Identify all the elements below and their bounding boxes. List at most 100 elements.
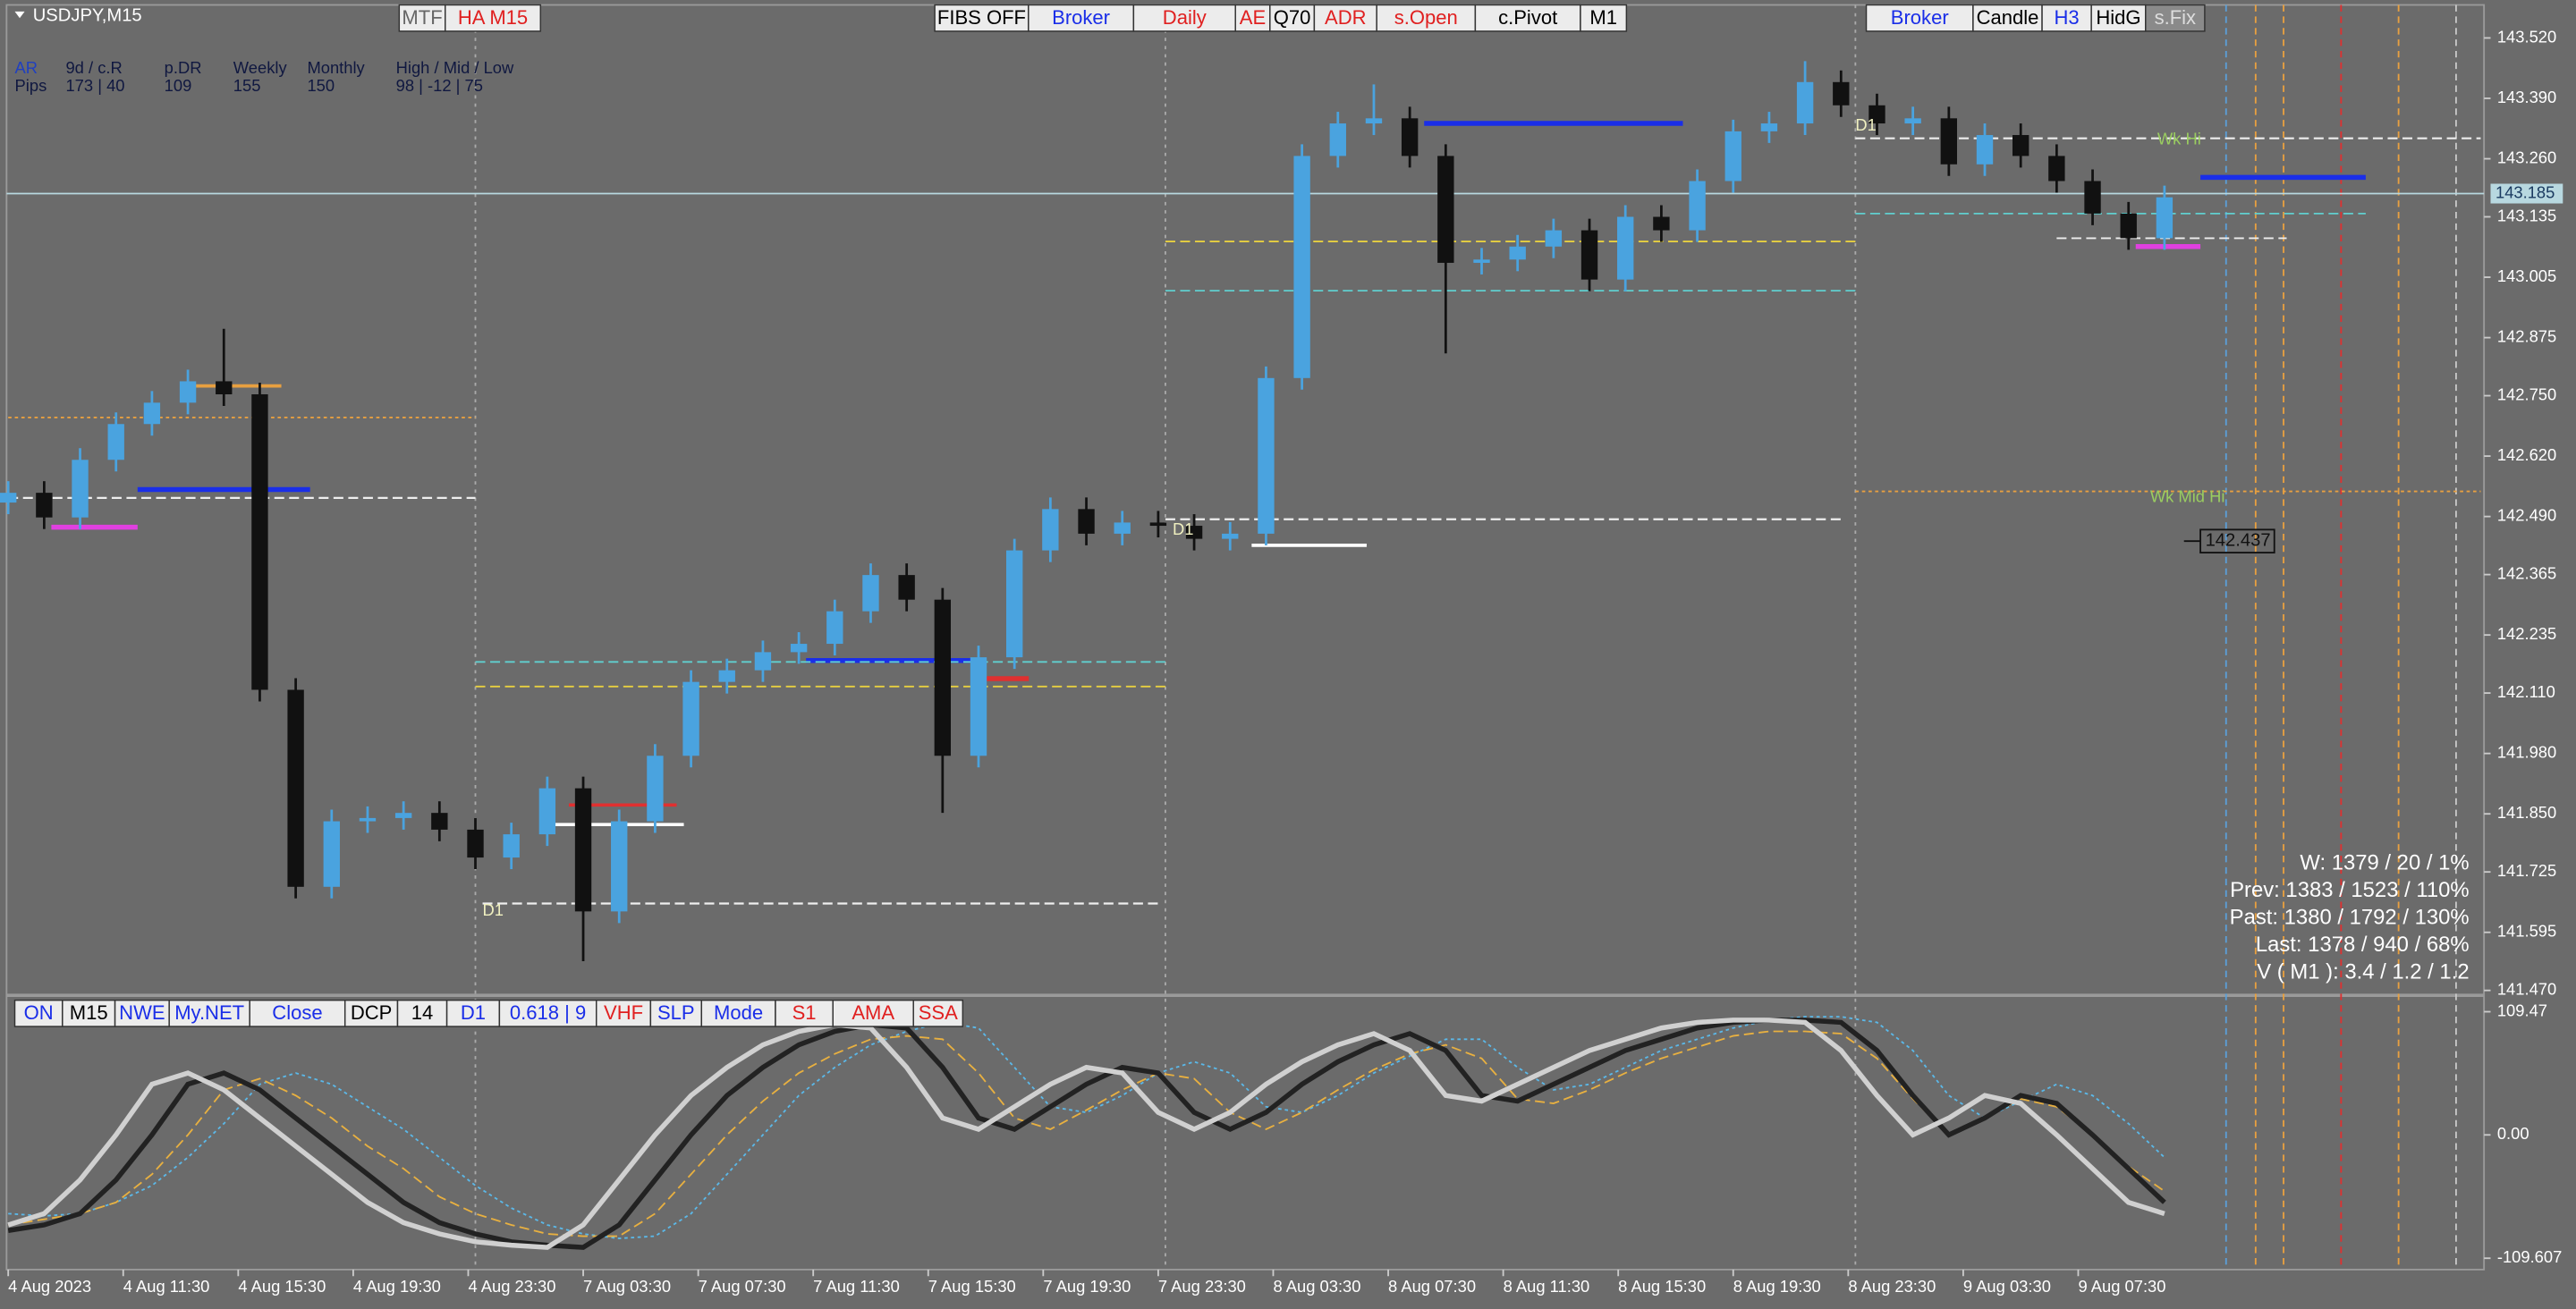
info-cell: 109 [165,76,192,95]
future-lines [2224,4,2457,1270]
indicator-y-tick-label: 109.47 [2497,1001,2547,1019]
toolbar-button[interactable] [775,999,834,1027]
candle-body [1940,118,1958,165]
annotation: D1 [1855,115,1876,134]
candle-body [1868,105,1885,124]
candle-body [898,575,915,600]
toolbar-button-label[interactable]: FIBS OFF [937,6,1026,29]
toolbar-button[interactable] [396,999,448,1027]
stat-line: Past: 1380 / 1792 / 130% [2230,905,2470,929]
toolbar-button[interactable] [2041,4,2092,32]
x-tick-label: 7 Aug 19:30 [1043,1277,1131,1296]
x-tick-label: 8 Aug 03:30 [1273,1277,1360,1296]
toolbar-button[interactable] [445,999,501,1027]
candle-body [1724,131,1741,182]
toolbar-button[interactable] [1376,4,1477,32]
x-tick-label: 4 Aug 11:30 [123,1277,210,1296]
candle-body [754,652,772,671]
toolbar-button[interactable] [445,4,542,32]
toolbar-button-label[interactable]: 14 [411,1001,434,1024]
x-tick-label: 7 Aug 03:30 [583,1277,671,1296]
toolbar-button[interactable] [249,999,346,1027]
toolbar-button-label[interactable]: AMA [852,1001,894,1024]
candle-body [574,788,592,912]
toolbar-button-label[interactable]: H3 [2055,6,2080,29]
toolbar-button-label[interactable]: c.Pivot [1498,6,1557,29]
toolbar-button[interactable] [1132,4,1236,32]
indicator-line [8,1030,2165,1237]
candle-body [1976,135,1994,165]
toolbar-button-label[interactable]: ADR [1325,6,1367,29]
info-cell: p.DR [165,58,202,77]
toolbar-button-label[interactable]: M15 [70,1001,108,1024]
toolbar-button[interactable] [934,4,1030,32]
candle-body [1185,526,1203,539]
toolbar-button-label[interactable]: s.Fix [2155,6,2197,29]
candle-body [1617,216,1634,280]
toolbar-button-label[interactable]: HA M15 [458,6,528,29]
toolbar-button[interactable] [1865,4,1974,32]
toolbar-button-label[interactable]: MTF [402,6,442,29]
candle-body [1329,123,1346,156]
toolbar-button[interactable] [649,999,703,1027]
toolbar-button-label[interactable]: Daily [1163,6,1207,29]
toolbar-button[interactable] [398,4,446,32]
toolbar-button-label[interactable]: Q70 [1274,6,1311,29]
toolbar-button-label[interactable]: 0.618 | 9 [510,1001,586,1024]
toolbar-button-label[interactable]: VHF [604,1001,643,1024]
candle-body [2048,156,2065,182]
x-tick-label: 8 Aug 19:30 [1733,1277,1821,1296]
candle-body [1401,118,1419,156]
toolbar-button-label[interactable]: AE [1240,6,1266,29]
toolbar-button[interactable] [1972,4,2043,32]
toolbar-button-label[interactable]: ON [24,1001,54,1024]
toolbar-button-label[interactable]: D1 [461,1001,486,1024]
toolbar-button-label[interactable]: Candle [1977,6,2039,29]
indicator-line [8,1016,2165,1239]
toolbar-button-label[interactable]: Broker [1891,6,1949,29]
y-tick-label: 143.005 [2497,266,2556,285]
toolbar-button-label[interactable]: SSA [919,1001,958,1024]
toolbar-button-label[interactable]: SLP [657,1001,695,1024]
candle-body [1653,216,1670,231]
toolbar-button[interactable] [1269,4,1316,32]
toolbar-button[interactable] [1580,4,1628,32]
candle-body [1689,181,1706,231]
toolbar-button-label[interactable]: DCP [351,1001,393,1024]
toolbar-button[interactable] [912,999,964,1027]
toolbar-button[interactable] [1313,4,1377,32]
toolbar-button-label[interactable]: Broker [1052,6,1110,29]
toolbar-button-label[interactable]: S1 [792,1001,817,1024]
x-tick-label: 7 Aug 15:30 [928,1277,1016,1296]
info-cell: Monthly [307,58,365,77]
toolbar-button-label[interactable]: My.NET [174,1001,244,1024]
toolbar-button[interactable] [2145,4,2206,32]
toolbar-button[interactable] [168,999,250,1027]
toolbar-button[interactable] [62,999,116,1027]
toolbar-button-label[interactable]: M1 [1589,6,1617,29]
toolbar-button-label[interactable]: s.Open [1394,6,1458,29]
y-tick-label: 143.135 [2497,206,2556,224]
toolbar-button[interactable] [1474,4,1581,32]
x-tick-label: 9 Aug 07:30 [2078,1277,2165,1296]
toolbar-button-label[interactable]: Close [272,1001,322,1024]
toolbar-button[interactable] [13,999,64,1027]
toolbar-button[interactable] [114,999,170,1027]
x-tick-label: 7 Aug 11:30 [813,1277,900,1296]
candle-body [107,424,124,460]
toolbar-button-label[interactable]: HidG [2096,6,2140,29]
candle-body [647,756,664,822]
candle-body [251,393,268,690]
candle-body [790,644,808,653]
toolbar-button[interactable] [700,999,776,1027]
toolbar-button[interactable] [498,999,597,1027]
price-marker-label: 142.437 [2206,531,2271,551]
toolbar-button-label[interactable]: Mode [714,1001,763,1024]
candle-body [1258,377,1275,534]
info-cell: 150 [307,76,335,95]
candle-body [1796,81,1814,124]
stat-line: Prev: 1383 / 1523 / 110% [2230,878,2469,902]
x-tick-label: 8 Aug 11:30 [1504,1277,1590,1296]
toolbar-button-label[interactable]: NWE [119,1001,165,1024]
